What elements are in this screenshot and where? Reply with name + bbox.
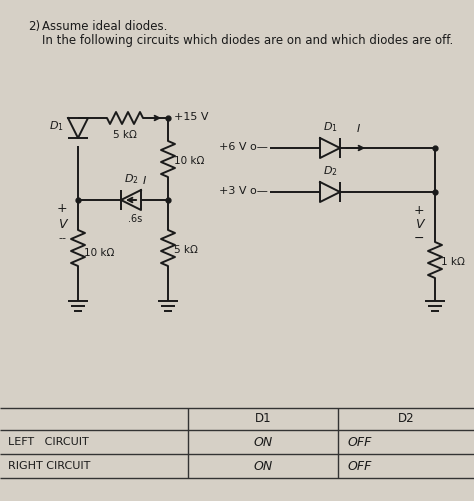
- Text: 5 kΩ: 5 kΩ: [113, 130, 137, 140]
- Text: I: I: [143, 176, 146, 186]
- Text: 10 kΩ: 10 kΩ: [84, 248, 114, 258]
- Text: 10 kΩ: 10 kΩ: [174, 156, 204, 166]
- Text: In the following circuits which diodes are on and which diodes are off.: In the following circuits which diodes a…: [42, 34, 453, 47]
- Text: $D_2$: $D_2$: [124, 172, 138, 186]
- Text: +: +: [57, 202, 67, 215]
- Text: 5 kΩ: 5 kΩ: [174, 245, 198, 255]
- Text: V: V: [58, 218, 66, 231]
- Text: D1: D1: [255, 412, 271, 425]
- Text: 2): 2): [28, 20, 40, 33]
- Text: +15 V: +15 V: [174, 112, 209, 122]
- Text: +: +: [414, 204, 424, 217]
- Text: +6 V o—: +6 V o—: [219, 142, 268, 152]
- Text: Assume ideal diodes.: Assume ideal diodes.: [42, 20, 167, 33]
- Text: --: --: [58, 233, 66, 243]
- Text: LEFT   CIRCUIT: LEFT CIRCUIT: [8, 437, 89, 447]
- Text: .6s: .6s: [128, 214, 142, 224]
- Text: OFF: OFF: [348, 435, 373, 448]
- Text: OFF: OFF: [348, 459, 373, 472]
- Text: −: −: [414, 232, 424, 245]
- Text: $D_1$: $D_1$: [49, 119, 64, 133]
- Text: D2: D2: [398, 412, 414, 425]
- Text: +3 V o—: +3 V o—: [219, 186, 268, 196]
- Text: $D_1$: $D_1$: [323, 120, 337, 134]
- Text: 1 kΩ: 1 kΩ: [441, 257, 465, 267]
- Text: V: V: [415, 218, 423, 231]
- Text: ON: ON: [254, 459, 273, 472]
- Text: RIGHT CIRCUIT: RIGHT CIRCUIT: [8, 461, 91, 471]
- Text: $D_2$: $D_2$: [323, 164, 337, 178]
- Text: I: I: [356, 124, 360, 134]
- Text: ON: ON: [254, 435, 273, 448]
